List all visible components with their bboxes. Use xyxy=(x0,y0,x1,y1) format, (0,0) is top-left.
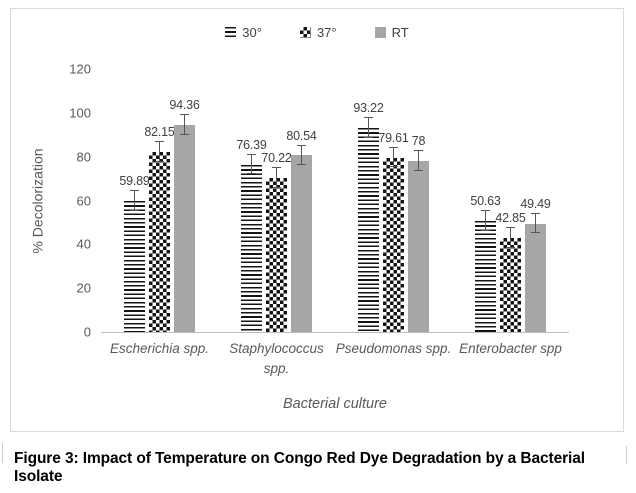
error-bar-cap xyxy=(481,229,490,231)
error-bar-cap xyxy=(297,144,306,146)
bar xyxy=(525,223,546,332)
caption-frame-edge-right xyxy=(626,446,627,464)
bar xyxy=(475,221,496,332)
error-bar-cap xyxy=(364,116,373,118)
error-bar-cap xyxy=(272,167,281,169)
bar-value-label: 80.54 xyxy=(286,128,317,143)
error-bar-cap xyxy=(272,186,281,188)
x-category-label: Pseudomonas spp. xyxy=(335,341,452,356)
horizontal-lines-swatch-icon xyxy=(225,27,237,38)
y-tick-label: 100 xyxy=(69,105,91,121)
figure-caption: Figure 3: Impact of Temperature on Congo… xyxy=(14,450,585,485)
error-bar xyxy=(485,211,486,231)
error-bar-cap xyxy=(414,169,423,171)
bar-value-label: 93.22 xyxy=(353,100,384,115)
y-tick-label: 40 xyxy=(76,236,91,252)
y-tick-label: 20 xyxy=(76,280,91,296)
bar xyxy=(408,161,429,332)
y-tick-label: 0 xyxy=(83,324,91,340)
error-bar-cap xyxy=(180,114,189,116)
error-bar-cap xyxy=(414,150,423,152)
legend-item-37: 37° xyxy=(299,25,337,40)
error-bar-cap xyxy=(481,210,490,212)
bar xyxy=(383,157,404,332)
error-bar-cap xyxy=(531,232,540,234)
legend-item-rt: RT xyxy=(374,25,409,40)
y-tick-label: 120 xyxy=(69,61,91,77)
caption-frame-edge-left xyxy=(2,443,3,463)
x-category-label: Staphylococcus spp. xyxy=(229,341,324,376)
error-bar xyxy=(393,147,394,168)
error-bar xyxy=(510,228,511,248)
solid-gray-swatch-icon xyxy=(374,27,386,38)
error-bar xyxy=(184,115,185,136)
error-bar-cap xyxy=(297,164,306,166)
bar-value-label: 70.22 xyxy=(261,151,292,166)
chart-frame[interactable]: 30° 37° RT % Decolorization 0 20 40 60 80 100… xyxy=(10,8,624,432)
error-bar-cap xyxy=(247,173,256,175)
checker-swatch-icon xyxy=(299,27,311,38)
y-tick-label: 60 xyxy=(76,193,91,208)
bar xyxy=(500,238,521,332)
y-axis-ticks: 0 20 40 60 80 100 120 xyxy=(11,62,91,340)
bar xyxy=(266,178,287,332)
bar xyxy=(358,127,379,332)
bar xyxy=(241,164,262,332)
bar-value-label: 49.49 xyxy=(520,196,551,211)
x-category-label: Enterobacter spp xyxy=(459,341,562,356)
x-category-labels: Escherichia spp. Staphylococcus spp. Pseud… xyxy=(101,339,569,385)
bar xyxy=(291,155,312,332)
bar-value-label: 76.39 xyxy=(236,137,267,152)
bar-value-label: 50.63 xyxy=(470,194,501,209)
bar xyxy=(149,151,170,332)
error-bar-cap xyxy=(531,212,540,214)
bar-value-label: 94.36 xyxy=(169,98,200,113)
plot-area: 59.89 76.39 93.22 50.63 82.15 70.22 79.61 42.85… xyxy=(101,69,569,333)
error-bar xyxy=(535,213,536,234)
error-bar xyxy=(134,190,135,211)
bar-value-label: 59.89 xyxy=(119,173,150,188)
error-bar xyxy=(301,145,302,166)
bar-value-label: 82.15 xyxy=(144,125,175,140)
error-bar-cap xyxy=(247,153,256,155)
legend-label-rt: RT xyxy=(391,25,409,40)
error-bar xyxy=(251,154,252,175)
bar-value-label: 79.61 xyxy=(378,130,409,145)
legend-label-30: 30° xyxy=(242,25,262,40)
error-bar-cap xyxy=(389,166,398,168)
error-bar-cap xyxy=(130,209,139,211)
bar-value-label: 78 xyxy=(411,134,426,149)
error-bar xyxy=(276,168,277,188)
error-bar xyxy=(368,117,369,138)
error-bar-cap xyxy=(506,246,515,248)
error-bar-cap xyxy=(180,134,189,136)
y-tick-label: 80 xyxy=(76,149,91,165)
error-bar-cap xyxy=(506,227,515,229)
error-bar-cap xyxy=(155,160,164,162)
error-bar-cap xyxy=(155,141,164,143)
legend-label-37: 37° xyxy=(316,25,337,40)
error-bar-cap xyxy=(364,136,373,138)
x-axis-title: Bacterial culture xyxy=(283,396,387,412)
chart-legend: 30° 37° RT xyxy=(11,25,623,40)
x-category-label: Escherichia spp. xyxy=(109,341,210,356)
error-bar-cap xyxy=(130,189,139,191)
bar xyxy=(174,125,195,332)
legend-item-30: 30° xyxy=(225,25,262,40)
bar xyxy=(124,200,145,332)
bar-value-label: 42.85 xyxy=(495,211,526,226)
error-bar xyxy=(418,151,419,171)
error-bar xyxy=(159,142,160,162)
error-bar-cap xyxy=(389,146,398,148)
